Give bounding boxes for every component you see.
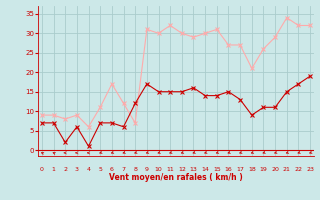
X-axis label: Vent moyen/en rafales ( km/h ): Vent moyen/en rafales ( km/h )	[109, 174, 243, 182]
